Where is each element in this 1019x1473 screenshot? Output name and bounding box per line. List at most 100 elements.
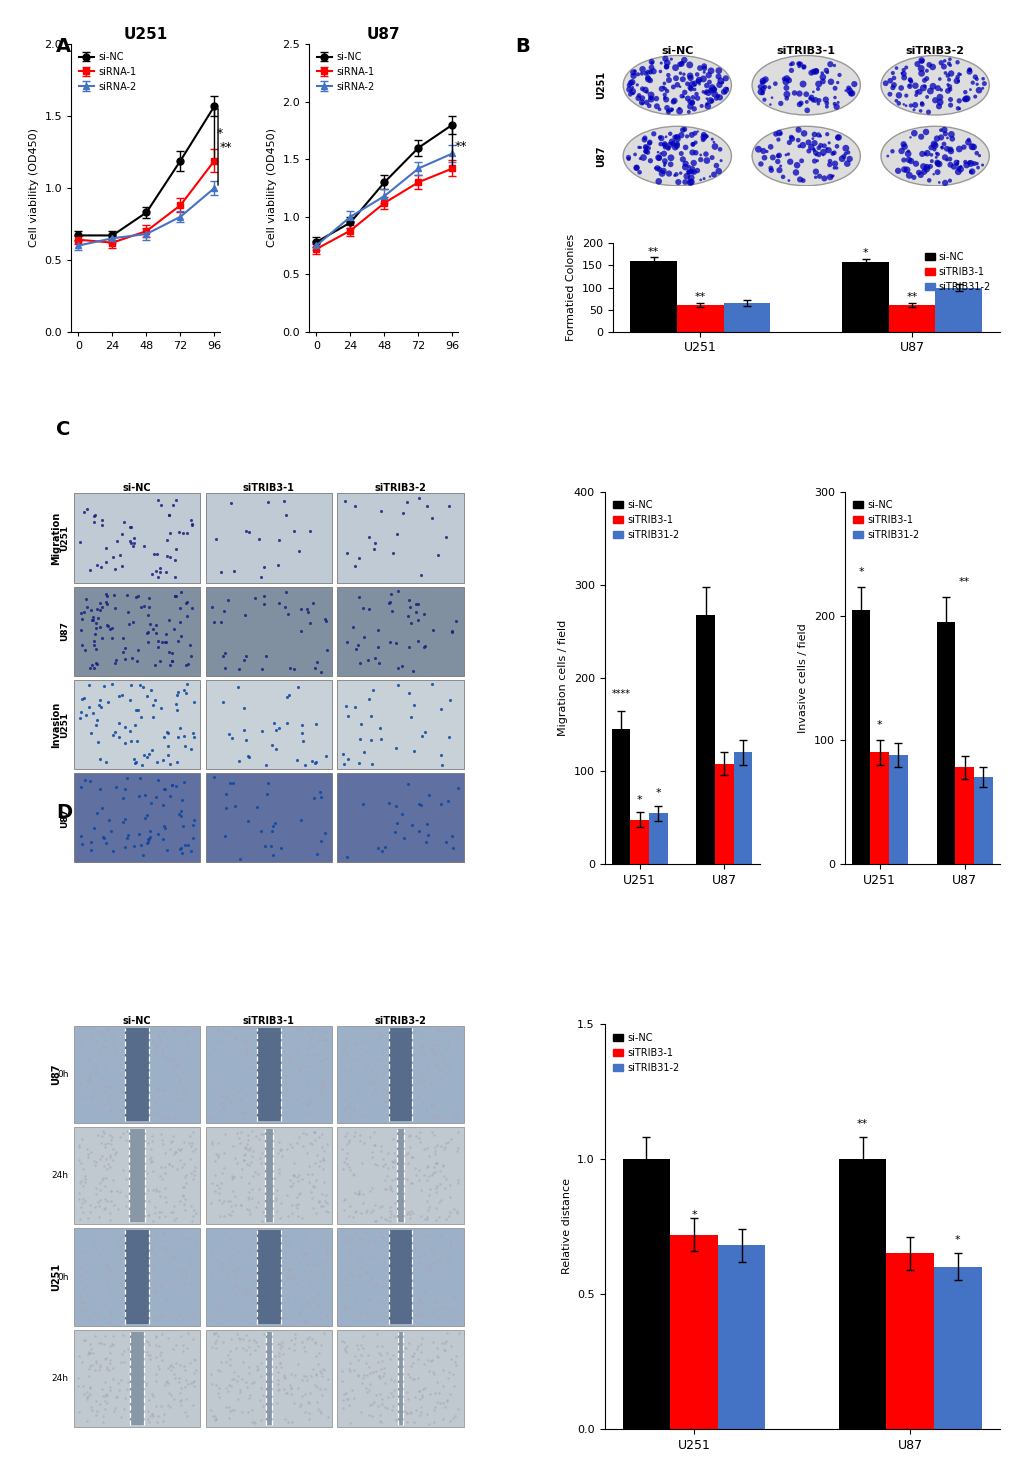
Point [949,50,965,74]
Point [126,530,143,554]
Point [273,1139,289,1162]
Point [369,1290,385,1314]
Point [335,1388,352,1411]
Point [682,171,698,194]
Point [291,1249,308,1273]
Bar [74,586,200,676]
Point [377,1094,393,1118]
Point [227,1284,244,1308]
Point [235,1147,252,1171]
Point [356,1254,372,1277]
Point [181,1256,198,1280]
Point [416,1068,432,1091]
Point [98,582,114,605]
Point [286,1323,303,1346]
Point [299,1280,315,1304]
Point [145,1159,161,1183]
Point [153,493,169,517]
Point [208,1407,224,1430]
Bar [397,1332,403,1424]
Point [289,1352,306,1376]
Point [697,81,713,105]
Point [168,750,184,773]
Point [71,1147,88,1171]
Point [300,1162,316,1186]
Point [920,168,936,191]
Point [433,1106,449,1130]
Point [97,1052,113,1075]
Point [676,118,692,141]
Point [434,1251,450,1274]
Point [883,140,900,164]
Point [336,1299,353,1323]
Point [656,47,673,71]
Point [173,1155,190,1178]
Point [171,837,187,860]
Point [437,1330,453,1354]
Point [952,158,968,181]
Point [224,772,240,795]
Point [308,1254,324,1277]
Point [161,1047,177,1071]
Point [214,1296,230,1320]
Point [239,1240,256,1264]
Point [70,1401,87,1424]
Point [151,1206,167,1230]
Point [445,1198,462,1221]
Point [770,143,787,166]
Point [698,125,714,149]
Point [148,614,164,638]
Point [412,1296,428,1320]
Point [346,495,363,518]
Point [662,47,679,71]
Point [142,826,158,850]
Point [219,1264,235,1287]
Point [300,1391,316,1414]
Point [83,1337,99,1361]
Point [185,1361,202,1385]
Text: U87: U87 [596,146,606,166]
Point [163,773,179,797]
Point [317,1240,333,1264]
Point [275,1365,291,1389]
Point [290,1181,307,1205]
Point [105,1255,121,1279]
Point [139,622,155,645]
Point [270,1373,286,1396]
Point [771,155,788,178]
Point [216,1122,232,1146]
Point [384,1127,400,1150]
Point [401,1122,418,1146]
Point [238,1084,255,1108]
Point [208,1143,224,1167]
Point [230,1326,247,1349]
Point [141,1388,157,1411]
Point [180,1248,197,1271]
Point [148,1324,164,1348]
Point [86,1150,102,1174]
Point [753,71,769,94]
Point [226,1184,243,1208]
Point [99,592,115,616]
Point [621,74,637,97]
Point [144,1130,160,1153]
Point [416,1137,432,1161]
Point [236,604,253,627]
Point [373,1349,389,1373]
Point [177,1399,194,1423]
Point [315,1258,331,1282]
Point [265,711,281,735]
Point [303,1364,319,1388]
Point [448,1083,465,1106]
Point [178,1264,195,1287]
Point [146,1242,162,1265]
Point [360,648,376,672]
Point [164,650,180,673]
Point [283,1410,300,1433]
Point [368,1209,384,1233]
Point [411,1379,427,1402]
Point [72,700,89,723]
Point [399,1388,416,1411]
Point [807,165,823,189]
Point [151,1302,167,1326]
